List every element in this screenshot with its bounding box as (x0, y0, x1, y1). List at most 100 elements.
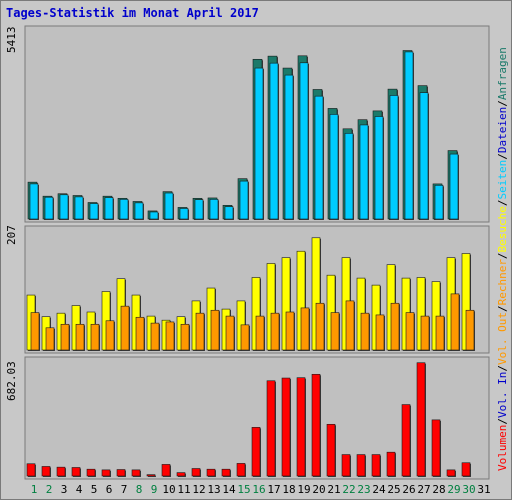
bar-rechner-day-29 (450, 293, 460, 351)
bar-volumen-day-4 (71, 467, 81, 477)
legend-separator: / (496, 100, 509, 107)
x-label-day-27: 27 (417, 483, 431, 496)
bar-rechner-day-30 (465, 309, 475, 351)
x-label-day-7: 7 (120, 483, 128, 496)
x-label-day-21: 21 (327, 483, 341, 496)
legend-separator: / (496, 252, 509, 260)
bar-volumen-day-27 (416, 362, 426, 477)
bar-rechner-day-15 (240, 324, 250, 351)
x-label-day-12: 12 (192, 483, 206, 496)
bar-rechner-day-24 (375, 314, 385, 351)
bar-volumen-day-19 (296, 377, 306, 477)
bar-rechner-day-9 (150, 322, 160, 351)
bar-seiten-day-26 (404, 51, 414, 220)
legend-item-volumen: Volumen (496, 424, 509, 471)
x-label-day-15: 15 (237, 483, 251, 496)
x-label-day-16: 16 (252, 483, 266, 496)
x-label-day-13: 13 (207, 483, 221, 496)
bar-seiten-day-21 (329, 114, 339, 220)
bar-rechner-day-12 (195, 312, 205, 351)
bar-seiten-day-28 (434, 185, 444, 220)
bar-seiten-day-29 (449, 153, 459, 220)
bar-volumen-day-29 (446, 469, 456, 477)
x-label-day-29: 29 (447, 483, 461, 496)
bar-rechner-day-1 (30, 312, 40, 351)
bar-rechner-day-5 (90, 323, 100, 351)
x-label-day-23: 23 (357, 483, 371, 496)
bar-seiten-day-13 (209, 199, 219, 220)
x-label-day-14: 14 (222, 483, 236, 496)
legend-item-anfragen: Anfragen (496, 47, 509, 101)
x-label-day-8: 8 (135, 483, 143, 496)
bar-volumen-day-21 (326, 423, 336, 477)
x-label-day-10: 10 (162, 483, 176, 496)
bar-seiten-day-7 (119, 199, 129, 220)
bar-seiten-day-8 (134, 202, 144, 220)
chart-title: Tages-Statistik im Monat April 2017 (6, 6, 259, 20)
x-label-day-31: 31 (477, 483, 491, 496)
bar-rechner-day-22 (345, 300, 355, 351)
x-label-day-22: 22 (342, 483, 356, 496)
bar-seiten-day-15 (239, 180, 249, 220)
bar-seiten-day-27 (419, 92, 429, 220)
bar-seiten-day-5 (89, 203, 99, 220)
bar-rechner-day-23 (360, 312, 370, 351)
bar-seiten-day-3 (59, 194, 69, 220)
bar-volumen-day-20 (311, 373, 321, 477)
bar-seiten-day-10 (164, 192, 174, 220)
bar-seiten-day-25 (389, 95, 399, 220)
x-label-day-24: 24 (372, 483, 386, 496)
bar-seiten-day-18 (284, 74, 294, 220)
bar-rechner-day-17 (270, 312, 280, 351)
bar-volumen-day-9-shadow (148, 475, 156, 477)
bar-rechner-day-19 (300, 307, 310, 351)
legend-item-besuche: Besuche (496, 206, 509, 253)
bar-rechner-day-20 (315, 302, 325, 351)
legend-item-seiten: Seiten (496, 159, 509, 200)
bar-rechner-day-25 (390, 302, 400, 351)
bar-seiten-day-12 (194, 199, 204, 220)
bar-rechner-day-10 (165, 321, 175, 351)
bar-rechner-day-3 (60, 323, 70, 351)
x-label-day-26: 26 (402, 483, 416, 496)
x-label-day-5: 5 (90, 483, 98, 496)
bar-volumen-day-18 (281, 377, 291, 477)
legend-item-vol-in: Vol. In (496, 371, 509, 419)
bar-seiten-day-1 (29, 183, 39, 220)
bar-volumen-day-10 (161, 464, 171, 477)
bar-seiten-day-17 (269, 62, 279, 220)
bar-volumen-day-2 (41, 466, 51, 477)
bar-volumen-day-28 (431, 419, 441, 477)
volume-max-label: 682.03 (5, 361, 18, 401)
bar-rechner-day-11 (180, 323, 190, 351)
bar-seiten-day-20 (314, 95, 324, 220)
legend-separator: / (496, 153, 509, 160)
bar-volumen-day-23 (356, 454, 366, 477)
bar-seiten-day-16 (254, 67, 264, 220)
bar-rechner-day-8 (135, 316, 145, 351)
bar-rechner-day-7 (120, 305, 130, 351)
x-label-day-17: 17 (267, 483, 281, 496)
bar-rechner-day-16 (255, 315, 265, 351)
bar-volumen-day-30 (461, 462, 471, 477)
bar-rechner-day-6 (105, 320, 115, 351)
bar-rechner-day-18 (285, 311, 295, 351)
bar-volumen-day-26 (401, 404, 411, 477)
bar-volumen-day-16 (251, 427, 261, 477)
x-label-day-3: 3 (60, 483, 68, 496)
bar-volumen-day-24 (371, 454, 381, 477)
bar-volumen-day-5 (86, 468, 96, 477)
bar-volumen-day-6 (101, 469, 111, 477)
bar-volumen-day-15 (236, 463, 246, 477)
bar-volumen-day-1 (26, 463, 36, 477)
x-label-day-25: 25 (387, 483, 401, 496)
bar-volumen-day-13 (206, 468, 216, 477)
x-label-day-9: 9 (150, 483, 158, 496)
bar-rechner-day-13 (210, 309, 220, 351)
requests-max-label: 5413 (5, 26, 18, 54)
bar-seiten-day-22 (344, 133, 354, 220)
bar-volumen-day-25 (386, 451, 396, 477)
bar-seiten-day-11 (179, 208, 189, 220)
bar-seiten-day-2 (44, 196, 54, 220)
